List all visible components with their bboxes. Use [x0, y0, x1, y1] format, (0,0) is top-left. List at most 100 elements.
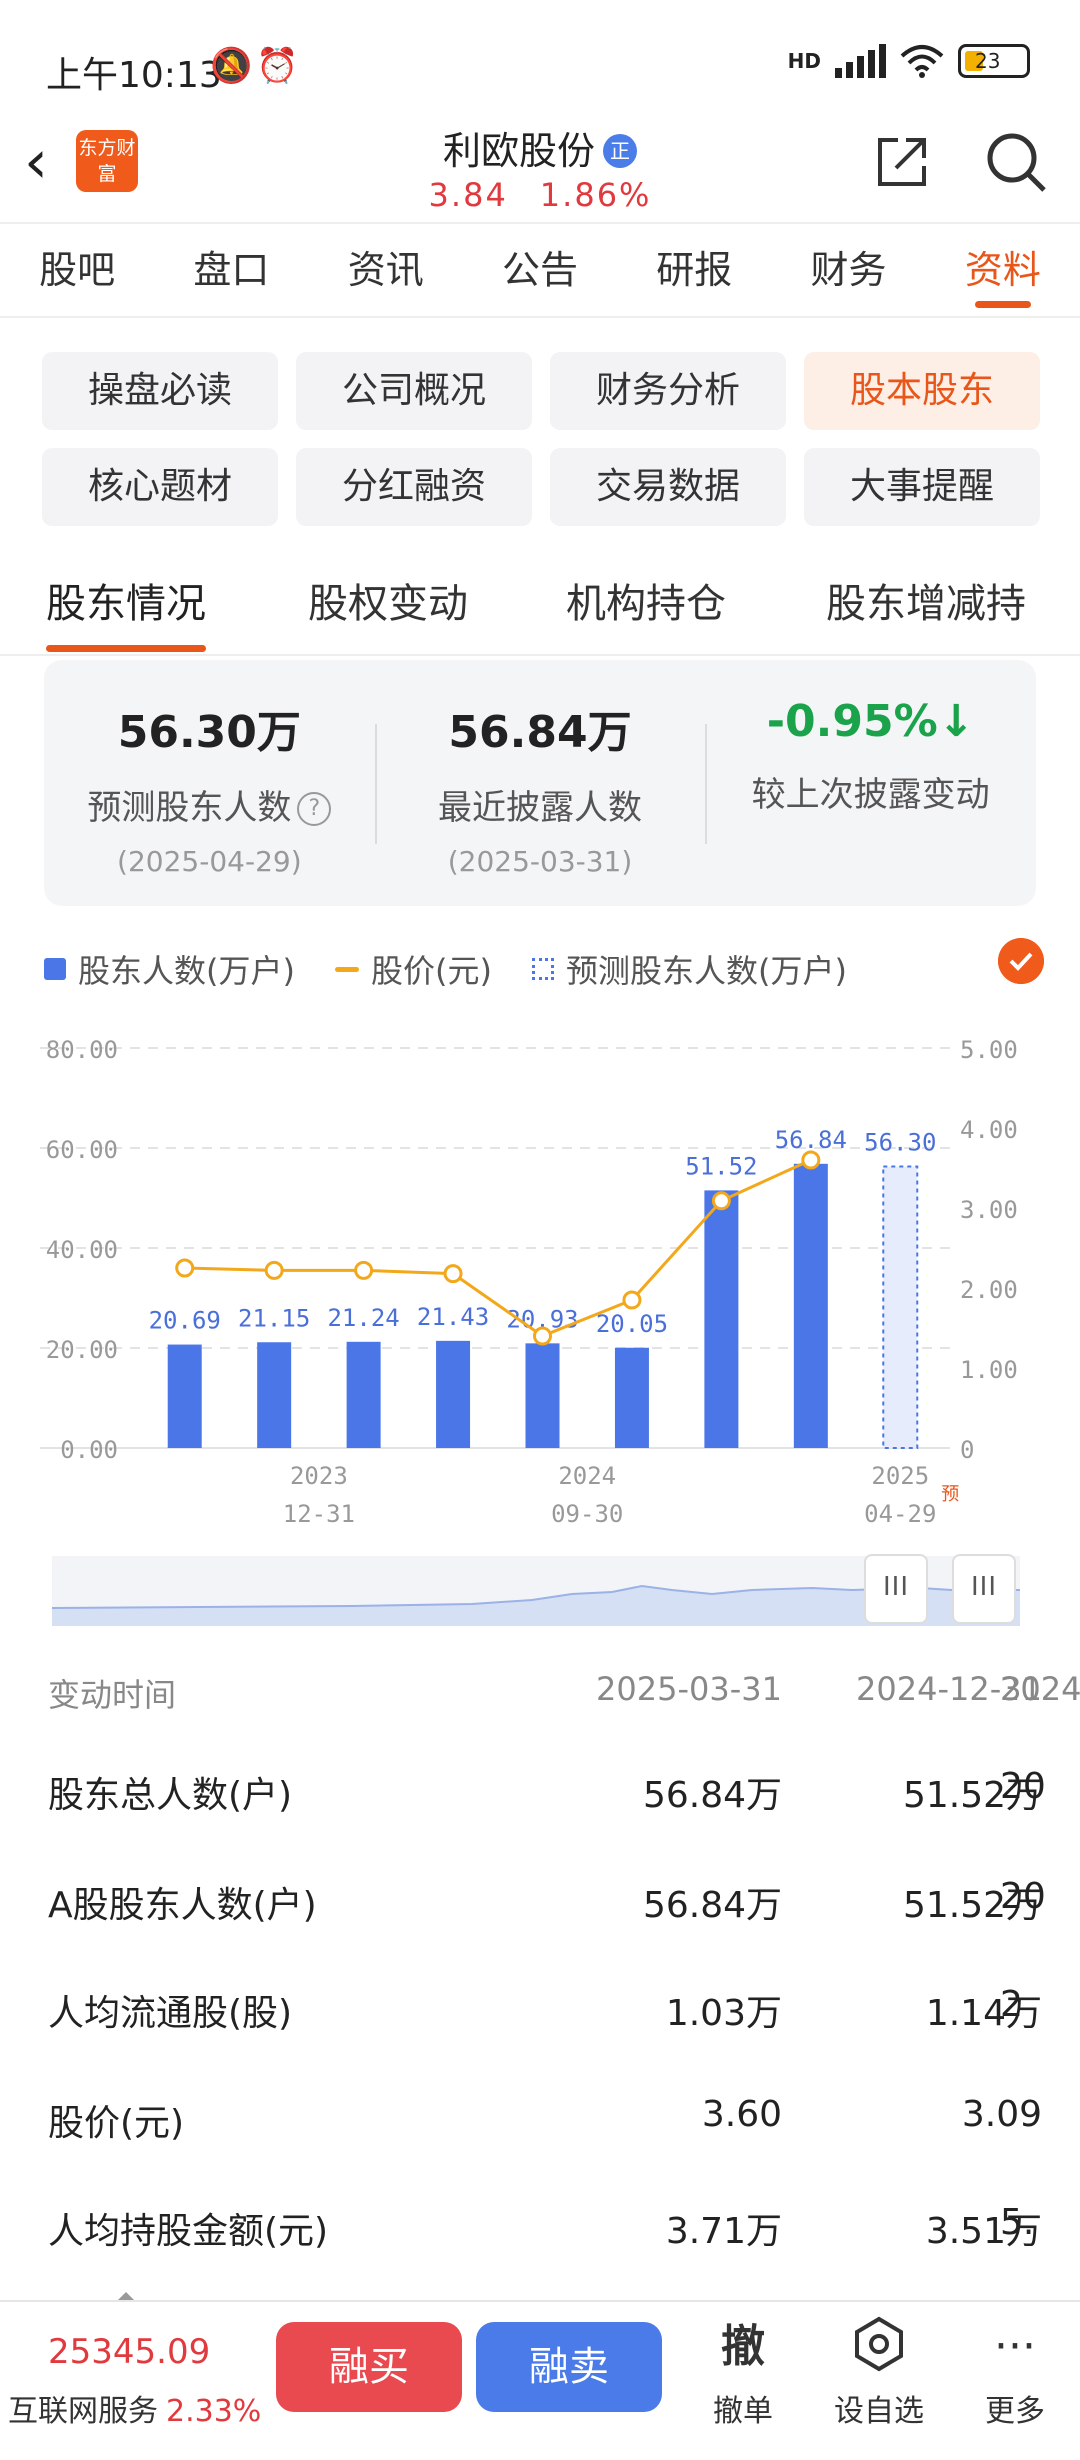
chip-must-read[interactable]: 操盘必读 [42, 352, 278, 430]
subtab-shareholder-status[interactable]: 股东情况 [46, 560, 206, 652]
chip-events[interactable]: 大事提醒 [804, 448, 1040, 526]
add-watchlist-button[interactable]: 设自选 [824, 2316, 934, 2430]
bar-data-label: 51.52 [685, 1152, 757, 1180]
y-left-tick-label: 40.00 [46, 1236, 118, 1264]
status-bar: 上午10:13 🔕⏰ HD 23 [0, 0, 1080, 120]
subtab-equity-changes[interactable]: 股权变动 [308, 581, 468, 627]
predicted-value: 56.30万 [117, 707, 301, 758]
header-col2: 2024-12-31 [856, 1670, 1042, 1708]
predict-marker: 预 [941, 1484, 959, 1505]
y-left-tick-label: 0.00 [60, 1436, 118, 1464]
y-right-tick-label: 1.00 [960, 1356, 1018, 1384]
legend-bars-label: 股东人数(万户) [78, 952, 295, 990]
chip-core-themes[interactable]: 核心题材 [42, 448, 278, 526]
x-tick-label-date: 09-30 [551, 1500, 623, 1528]
bar-data-label: 56.30 [864, 1129, 936, 1157]
battery-icon: 23 [958, 44, 1030, 78]
bar-data-label: 21.24 [327, 1304, 399, 1332]
help-icon[interactable]: ? [297, 792, 332, 826]
margin-buy-button[interactable]: 融买 [276, 2322, 462, 2412]
tab-profile[interactable]: 资料 [926, 224, 1080, 316]
row-label: 人均持股金额(元) [48, 2211, 329, 2252]
shareholder-table: 变动时间 2025-03-31 2024-12-31 2024 股东总人数(户)… [0, 1670, 1080, 2290]
status-right: HD 23 [788, 44, 1030, 78]
mute-icon: 🔕 [210, 46, 257, 86]
tab-pankou[interactable]: 盘口 [193, 248, 270, 292]
table-row: A股股东人数(户) 56.84万 51.52万 20 [0, 1876, 1080, 1976]
latest-value: 56.84万 [448, 707, 632, 758]
row-col2: 3.51万 [925, 2211, 1042, 2252]
y-right-tick-label: 2.00 [960, 1276, 1018, 1304]
summary-change: -0.95%↓ 较上次披露变动 [705, 660, 1036, 906]
chart-bar [793, 1163, 828, 1448]
margin-sell-button[interactable]: 融卖 [476, 2322, 662, 2412]
shareholder-summary-card: 56.30万 预测股东人数? (2025-04-29) 56.84万 最近披露人… [44, 660, 1036, 906]
subtab-institutional-holdings[interactable]: 机构持仓 [566, 581, 726, 627]
tab-news[interactable]: 资讯 [347, 248, 424, 292]
x-tick-label-date: 04-29 [864, 1500, 936, 1528]
chart-legend: 股东人数(万户) 股价(元) 预测股东人数(万户) [44, 938, 1044, 992]
row-label: A股股东人数(户) [48, 1885, 317, 1926]
legend-predicted-label: 预测股东人数(万户) [565, 952, 847, 990]
bar-data-label: 21.15 [238, 1304, 310, 1332]
chart-range-scrubber[interactable]: III III [51, 1554, 1020, 1626]
chip-financial-analysis[interactable]: 财务分析 [550, 352, 786, 430]
hd-label: HD [787, 49, 821, 73]
table-row: 股价(元) 3.60 3.09 [0, 2094, 1080, 2194]
legend-bars[interactable]: 股东人数(万户) [44, 946, 295, 992]
bar-data-label: 20.05 [596, 1310, 668, 1338]
down-arrow-icon: ↓ [937, 696, 975, 747]
more-label: 更多 [985, 2394, 1045, 2429]
stock-header: ‹ 东方财富 利欧股份正 3.84 1.86% [0, 110, 1080, 220]
main-tabs: 股吧 盘口 资讯 公告 研报 财务 资料 [0, 222, 1080, 318]
legend-line[interactable]: 股价(元) [334, 946, 492, 992]
y-left-tick-label: 20.00 [46, 1336, 118, 1364]
chart-bar [614, 1347, 649, 1448]
tab-finance[interactable]: 财务 [810, 248, 887, 292]
header-label: 变动时间 [48, 1676, 177, 1714]
expand-arrow-icon[interactable] [118, 2292, 134, 2300]
status-time: 上午10:13 [46, 55, 222, 96]
row-col2: 51.52万 [902, 1775, 1042, 1816]
price-point [711, 1191, 731, 1211]
stock-price: 3.84 [428, 176, 508, 214]
x-tick-label-year: 2025 [871, 1462, 929, 1490]
share-icon[interactable] [874, 134, 930, 190]
y-right-tick-label: 4.00 [960, 1116, 1018, 1144]
chip-company-overview[interactable]: 公司概况 [296, 352, 532, 430]
tab-announcements[interactable]: 公告 [501, 248, 578, 292]
check-icon[interactable] [998, 938, 1044, 984]
row-col3: 5. [1000, 2202, 1035, 2243]
stock-change-pct: 1.86% [539, 176, 652, 214]
subtab-holding-changes[interactable]: 股东增减持 [826, 581, 1026, 627]
sector-index-value[interactable]: 25345.09 [48, 2332, 211, 2372]
row-label: 股东总人数(户) [48, 1775, 293, 1816]
watchlist-label: 设自选 [834, 2394, 924, 2429]
chip-trading-data[interactable]: 交易数据 [550, 448, 786, 526]
stock-name: 利欧股份 [442, 129, 595, 173]
back-icon[interactable]: ‹ [24, 127, 48, 197]
tab-guba[interactable]: 股吧 [39, 248, 116, 292]
row-col2: 1.14万 [925, 1993, 1042, 2034]
stock-quote: 3.84 1.86% [0, 176, 1080, 214]
row-label: 人均流通股(股) [48, 1993, 293, 2034]
legend-line-label: 股价(元) [370, 952, 492, 990]
profile-category-chips: 操盘必读 公司概况 财务分析 股本股东 核心题材 分红融资 交易数据 大事提醒 [42, 352, 1042, 526]
sector-index[interactable]: 互联网服务 2.33% [8, 2386, 261, 2430]
bar-data-label: 56.84 [775, 1126, 847, 1154]
row-col1: 3.60 [701, 2094, 782, 2135]
status-notification-icons: 🔕⏰ [210, 46, 303, 86]
bar-data-label: 21.43 [417, 1303, 489, 1331]
scrubber-right-handle[interactable]: III [952, 1554, 1016, 1624]
sector-name: 互联网服务 [8, 2394, 158, 2429]
table-row: 人均流通股(股) 1.03万 1.14万 2 [0, 1984, 1080, 2084]
cancel-order-button[interactable]: 撤 撤单 [688, 2316, 798, 2430]
chip-dividends[interactable]: 分红融资 [296, 448, 532, 526]
more-button[interactable]: ··· 更多 [960, 2316, 1070, 2430]
legend-predicted[interactable]: 预测股东人数(万户) [531, 946, 847, 992]
chip-shareholders[interactable]: 股本股东 [804, 352, 1040, 430]
tab-research[interactable]: 研报 [656, 248, 733, 292]
signal-icon [835, 44, 886, 78]
scrubber-left-handle[interactable]: III [864, 1554, 928, 1624]
search-icon[interactable] [982, 128, 1050, 196]
